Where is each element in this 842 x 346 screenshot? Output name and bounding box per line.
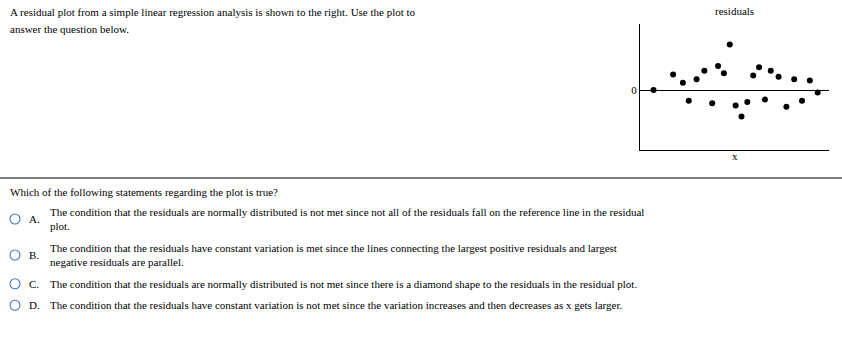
svg-text:A.: A. [29, 213, 40, 225]
svg-text:The condition that the residua: The condition that the residuals have co… [50, 299, 622, 311]
svg-text:x: x [732, 150, 738, 162]
svg-text:B.: B. [29, 249, 39, 261]
svg-text:Which of the following stateme: Which of the following statements regard… [10, 186, 278, 198]
svg-text:answer the question below.: answer the question below. [10, 23, 129, 35]
svg-text:The condition that the residua: The condition that the residuals are nor… [50, 278, 637, 290]
svg-text:The condition that the residua: The condition that the residuals are nor… [50, 206, 644, 232]
svg-text:The condition that the residua: The condition that the residuals have co… [50, 242, 617, 268]
svg-text:A residual plot from a simple: A residual plot from a simple linear reg… [10, 6, 416, 18]
svg-text:0: 0 [631, 84, 637, 96]
svg-text:D.: D. [29, 299, 40, 311]
svg-text:C.: C. [29, 278, 39, 290]
svg-text:residuals: residuals [715, 5, 754, 17]
